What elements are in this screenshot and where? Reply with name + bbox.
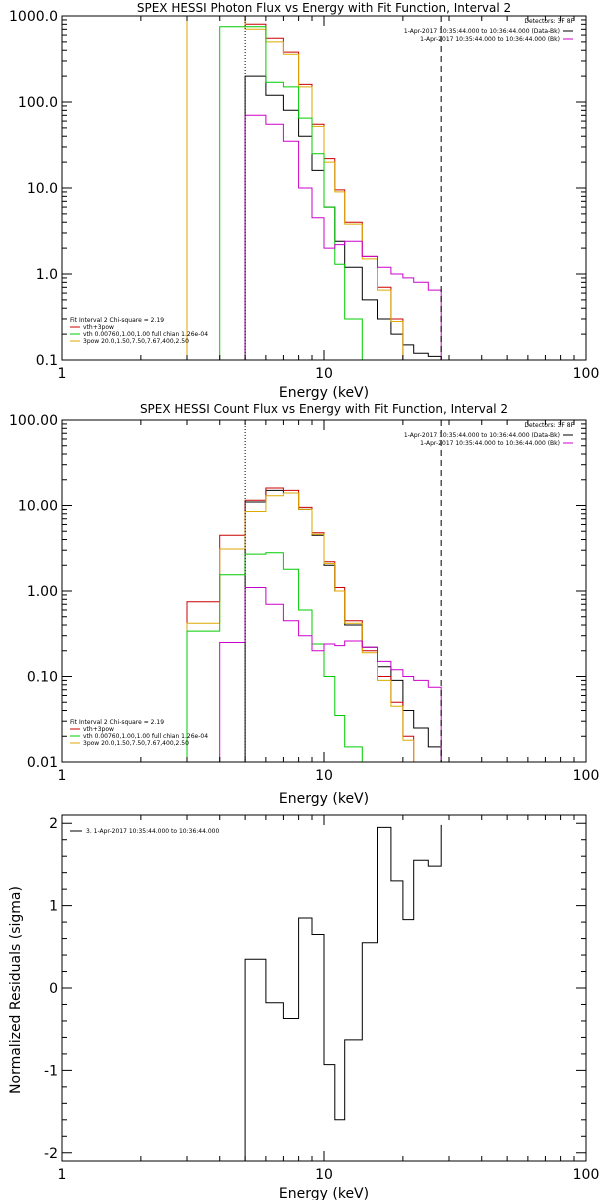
photon-flux-xtick-label: 100: [573, 366, 600, 382]
photon-flux-series-0: [244, 75, 442, 360]
residuals-ytick-label: 2: [49, 816, 58, 832]
residuals-xtick-label: 10: [315, 1167, 333, 1183]
photon-flux-panel: SPEX HESSI Photon Flux vs Energy with Fi…: [9, 1, 599, 401]
count-flux-series-1: [186, 487, 415, 762]
count-flux-xtick-label: 1: [58, 768, 67, 784]
residuals-ytick-label: 1: [49, 899, 58, 915]
residuals-xtick-label: 100: [573, 1167, 600, 1183]
count-flux-legend-entry: 1-Apr-2017 10:35:44.000 to 10:36:44.000 …: [404, 432, 560, 439]
count-flux-xtick-label: 100: [573, 768, 600, 784]
photon-flux-ytick-label: 1.0: [36, 267, 58, 283]
count-flux-legend-header: Detectors: 3F 8F: [524, 422, 574, 429]
residuals-ytick-label: -1: [44, 1063, 58, 1079]
photon-flux-series-3: [219, 26, 404, 360]
count-flux-ytick-label: 0.10: [27, 670, 58, 686]
residuals-ytick-label: 0: [49, 981, 58, 997]
residuals-ytick-label: -2: [44, 1146, 58, 1162]
count-flux-fit-legend-header: Fit Interval 2 Chi-square = 2.19: [70, 719, 164, 726]
count-flux-series-0: [244, 489, 442, 762]
count-flux-xtick-label: 10: [315, 768, 333, 784]
photon-flux-series-2: [186, 16, 415, 360]
count-flux-legend-entry: 1-Apr-2017 10:35:44.000 to 10:36:44.000 …: [420, 440, 560, 447]
count-flux-ytick-label: 10.00: [18, 499, 58, 515]
count-flux-panel: SPEX HESSI Count Flux vs Energy with Fit…: [9, 402, 599, 807]
residuals-legend-entry: 3. 1-Apr-2017 10:35:44.000 to 10:36:44.0…: [86, 828, 219, 835]
count-flux-series-4: [219, 587, 442, 762]
photon-flux-legend-entry: 1-Apr-2017 10:35:44.000 to 10:36:44.000 …: [404, 28, 560, 35]
count-flux-fit-legend-entry: vth 0.00760,1.00,1.00 full chian 1.26e-0…: [83, 733, 208, 740]
photon-flux-series-1: [186, 16, 415, 360]
residuals-panel: Energy (keV) Normalized Residuals (sigma…: [8, 814, 600, 1202]
photon-flux-legend-entry: 1-Apr-2017 10:35:44.000 to 10:36:44.000 …: [420, 36, 560, 43]
photon-flux-ytick-label: 0.1: [36, 353, 58, 369]
photon-flux-fit-legend-entry: vth 0.00760,1.00,1.00 full chian 1.26e-0…: [83, 331, 208, 338]
count-flux-xlabel: Energy (keV): [279, 791, 369, 807]
photon-flux-fit-legend-entry: vth+3pow: [83, 324, 114, 331]
residuals-xlabel: Energy (keV): [279, 1186, 369, 1200]
count-flux-plot-area: [186, 420, 442, 762]
count-flux-frame: [61, 419, 587, 763]
photon-flux-legend-header: Detectors: 3F 8F: [524, 18, 574, 25]
count-flux-fit-legend-entry: 3pow 20.0,1.50,7.50,7.67,400,2.50: [83, 740, 189, 747]
photon-flux-ytick-label: 10.0: [27, 181, 58, 197]
photon-flux-series-4: [244, 114, 442, 360]
photon-flux-plot-area: [186, 16, 442, 360]
photon-flux-xlabel: Energy (keV): [279, 385, 369, 401]
count-flux-ytick-label: 1.00: [27, 584, 58, 600]
residuals-ylabel: Normalized Residuals (sigma): [8, 886, 24, 1094]
count-flux-title: SPEX HESSI Count Flux vs Energy with Fit…: [140, 402, 508, 416]
photon-flux-xtick-label: 1: [58, 366, 67, 382]
photon-flux-fit-legend-entry: 3pow 20.0,1.50,7.50,7.67,400,2.50: [83, 338, 189, 345]
count-flux-series-2: [186, 492, 415, 762]
residuals-series-0: [244, 824, 442, 1161]
count-flux-fit-legend-entry: vth+3pow: [83, 726, 114, 733]
residuals-plot-area: [244, 824, 442, 1161]
residuals-xtick-label: 1: [58, 1167, 67, 1183]
count-flux-series-3: [186, 552, 404, 762]
count-flux-ytick-label: 100.00: [9, 413, 58, 429]
count-flux-ytick-label: 0.01: [27, 755, 58, 771]
photon-flux-xtick-label: 10: [315, 366, 333, 382]
photon-flux-title: SPEX HESSI Photon Flux vs Energy with Fi…: [137, 1, 511, 15]
photon-flux-ytick-label: 1000.0: [9, 9, 58, 25]
photon-flux-fit-legend-header: Fit Interval 2 Chi-square = 2.19: [70, 317, 164, 324]
photon-flux-ytick-label: 100.0: [18, 95, 58, 111]
